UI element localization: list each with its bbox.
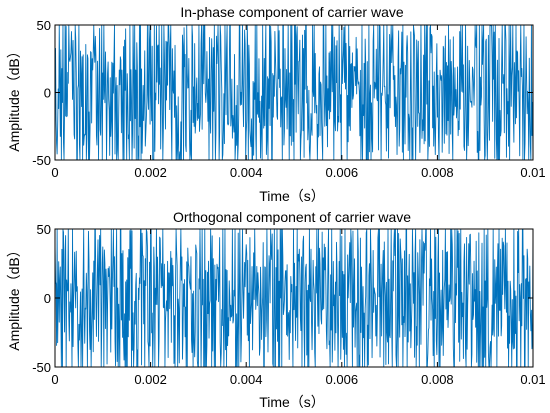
x-tick-label: 0.006 (326, 372, 359, 387)
x-tick-label: 0.01 (520, 372, 545, 387)
x-tick-label: 0.006 (326, 165, 359, 180)
y-tick-label: 50 (37, 18, 51, 33)
y-axis-label: Amplitude（dB） (6, 44, 22, 151)
x-tick-label: 0.008 (421, 165, 454, 180)
y-tick-label: 0 (44, 291, 51, 306)
x-tick-label: 0.002 (134, 165, 167, 180)
y-tick-label: 0 (44, 86, 51, 101)
x-tick-label: 0.004 (230, 165, 263, 180)
x-axis-label: Time（s） (259, 188, 325, 204)
y-tick-label: -50 (32, 360, 51, 375)
x-tick-label: 0 (51, 165, 58, 180)
y-axis-label: Amplitude（dB） (6, 243, 22, 350)
x-tick-label: 0.002 (134, 372, 167, 387)
x-axis-label: Time（s） (259, 394, 325, 410)
series-line (55, 229, 533, 367)
x-tick-label: 0 (51, 372, 58, 387)
chart-orthogonal: Orthogonal component of carrier wave Amp… (6, 209, 546, 410)
chart-in-phase: In-phase component of carrier wave Ampli… (6, 4, 546, 204)
y-tick-label: 50 (37, 222, 51, 237)
chart-title: In-phase component of carrier wave (180, 4, 404, 20)
series-line (55, 25, 533, 160)
x-tick-label: 0.008 (421, 372, 454, 387)
y-tick-label: -50 (32, 153, 51, 168)
x-tick-label: 0.01 (520, 165, 545, 180)
x-tick-label: 0.004 (230, 372, 263, 387)
chart-title: Orthogonal component of carrier wave (173, 209, 411, 225)
